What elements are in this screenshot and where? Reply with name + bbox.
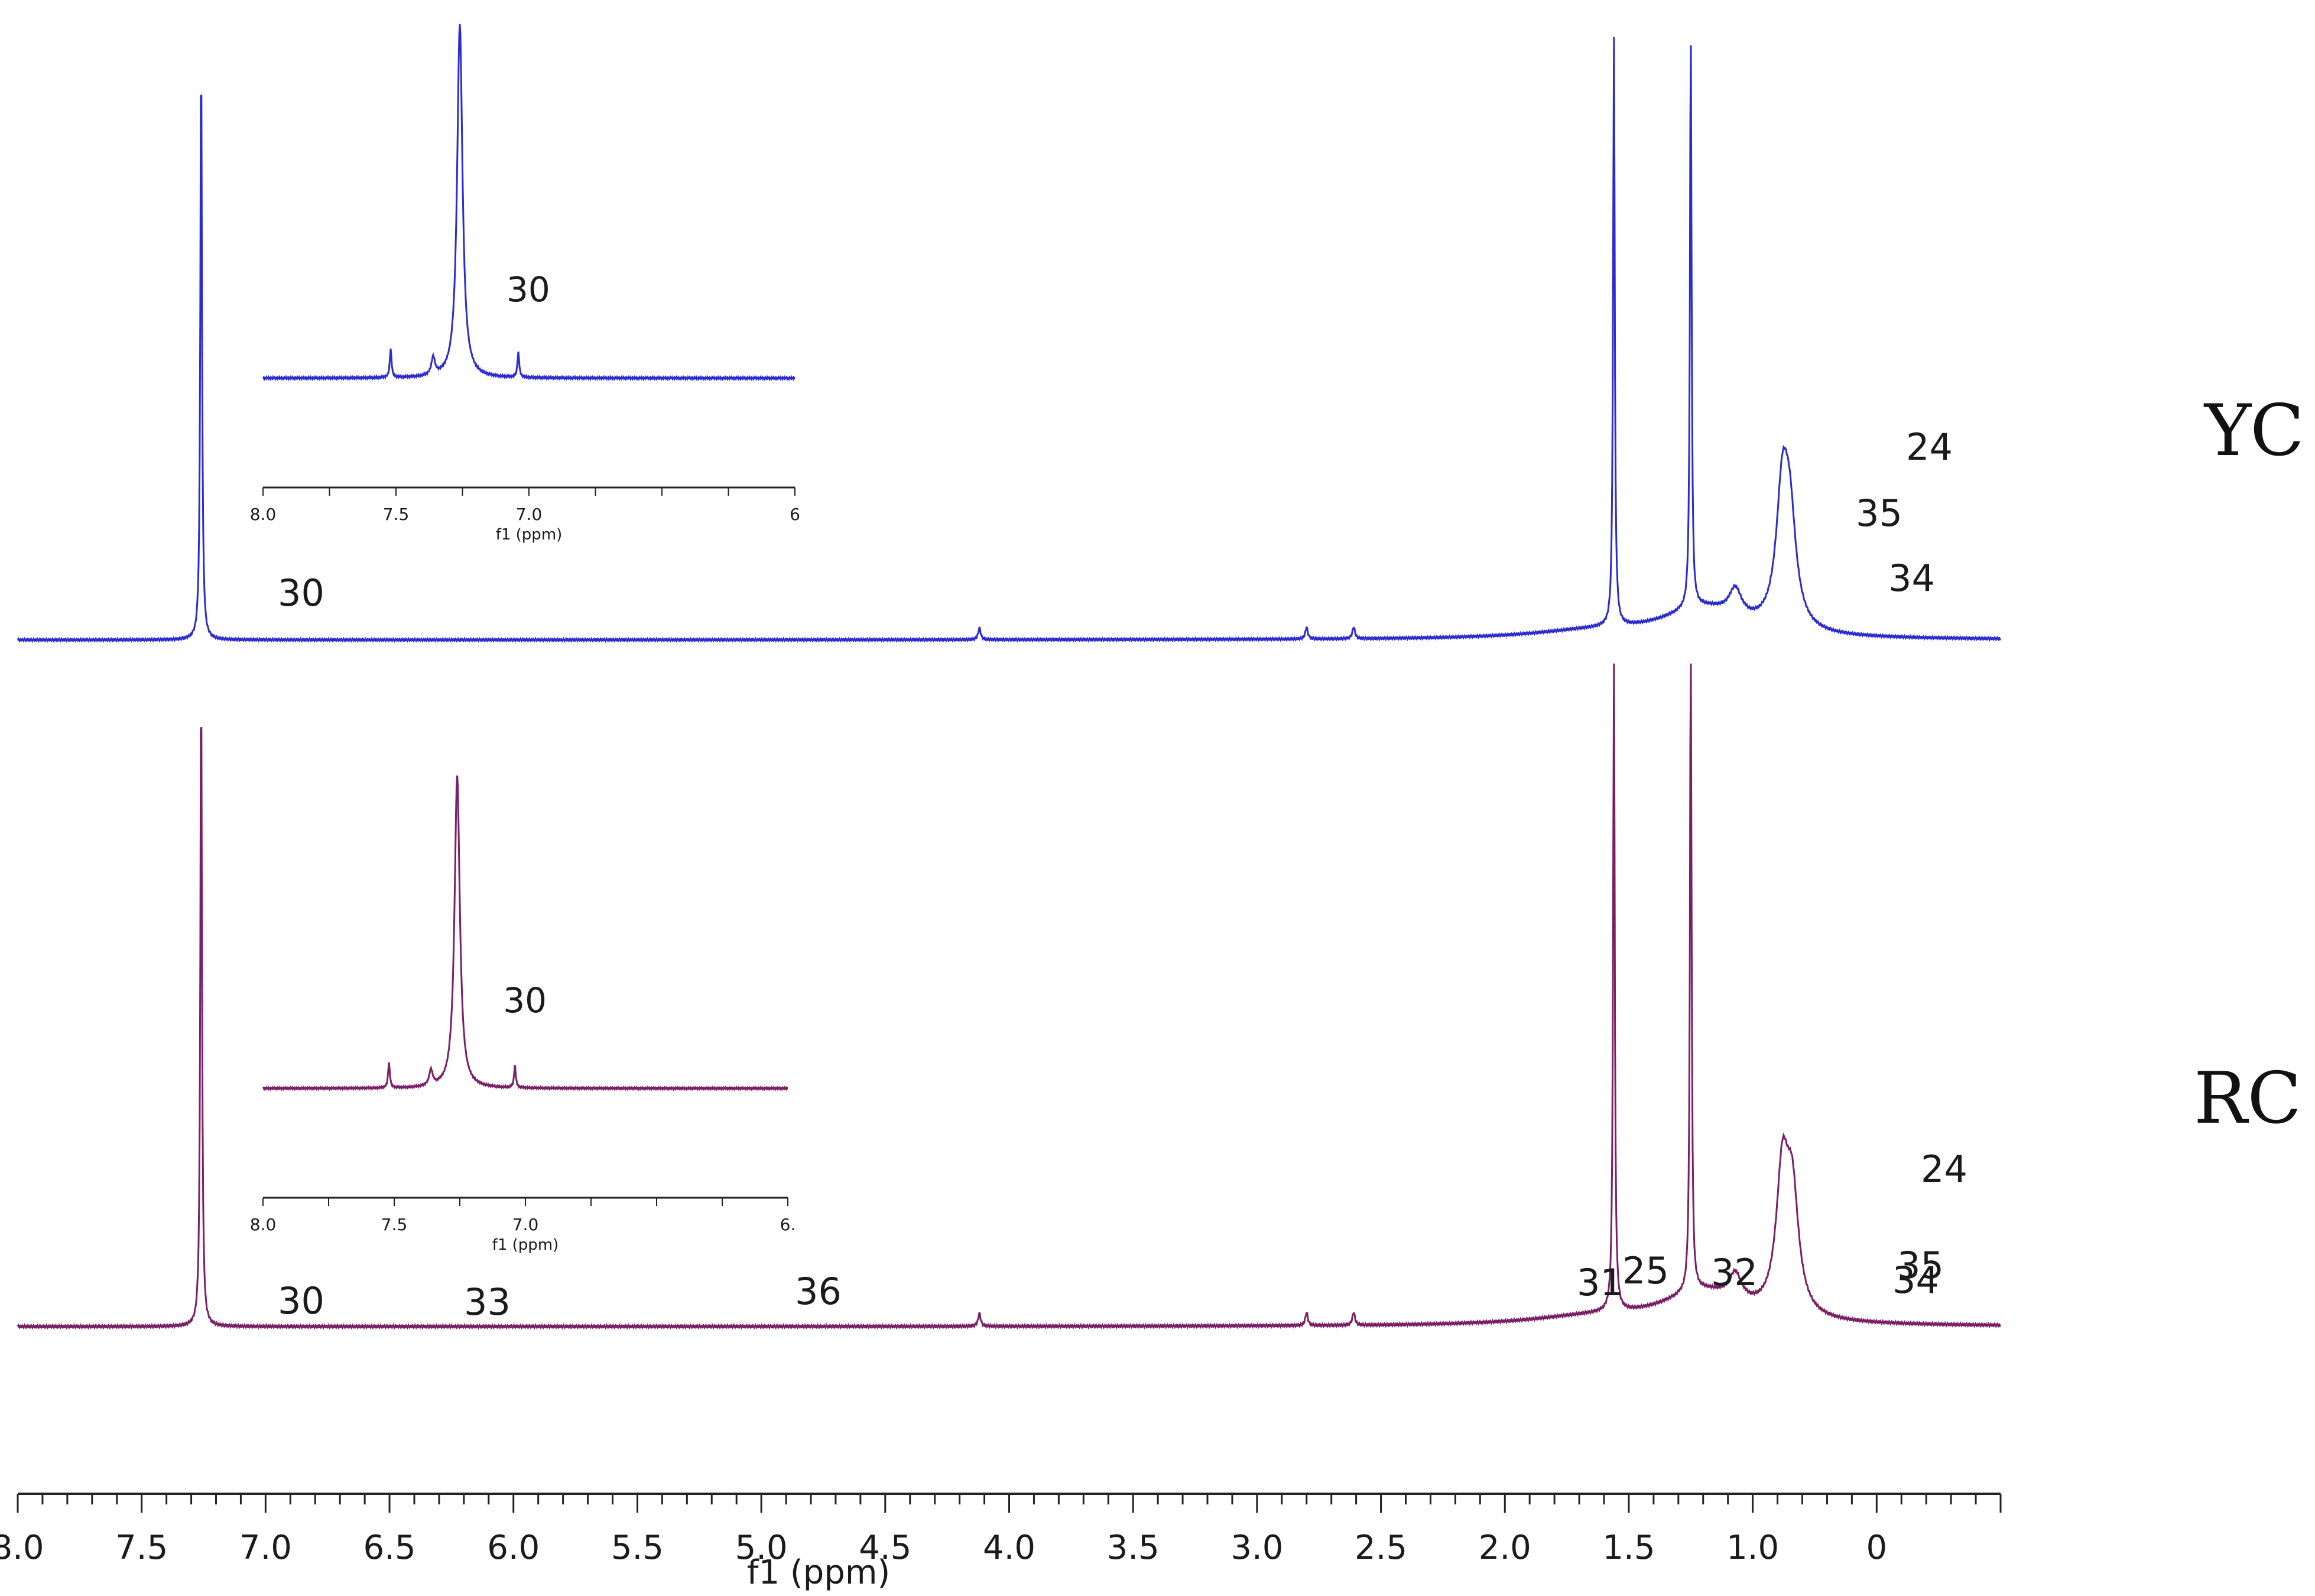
x-tick-label: 4.0	[983, 1529, 1035, 1567]
peak-annotation: 33	[464, 1280, 511, 1324]
x-axis: 8.0 7.5 7.0 6.5 6.0 5.5 5.0 4.5 4.0 3.5 3.0 2.5 2.0 1…	[0, 1493, 2002, 1592]
series-line	[17, 663, 2001, 1330]
peak-annotation: 24	[1921, 1148, 1967, 1191]
inset-tick-label: 8.0	[250, 1215, 277, 1234]
peak-annotation: 30	[278, 571, 324, 615]
inset-series-line	[262, 775, 788, 1091]
inset-yc: 8.0 7.5 7.0 6 f1 (ppm) 30	[250, 24, 800, 544]
x-tick-label: 1.5	[1602, 1529, 1655, 1567]
x-tick-label: 5.5	[611, 1529, 664, 1567]
inset-annotation: 30	[506, 269, 550, 310]
x-tick-label: 0	[1866, 1529, 1887, 1567]
inset-rc: 8.0 7.5 7.0 6. f1 (ppm) 30	[250, 775, 796, 1254]
x-tick-label: 7.0	[239, 1529, 292, 1567]
inset-tick-label: 7.0	[516, 505, 543, 524]
inset-tick-label: 7.0	[512, 1215, 539, 1234]
inset-tick-label: 7.5	[381, 1215, 408, 1234]
x-tick-label: 7.5	[115, 1529, 168, 1567]
inset-tick-label: 6.	[780, 1215, 796, 1234]
x-tick-label: 3.0	[1230, 1529, 1283, 1567]
peak-annotation: 25	[1622, 1249, 1669, 1292]
peak-annotation: 34	[1892, 1259, 1939, 1302]
sample-label-yc: YC	[2203, 390, 2304, 472]
spectrum-yc: 30 35 34 24	[17, 37, 2001, 643]
x-tick-label: 8.0	[0, 1529, 44, 1567]
x-tick-label: 2.5	[1355, 1529, 1407, 1567]
x-tick-label: 3.5	[1107, 1529, 1160, 1567]
inset-axis-title: f1 (ppm)	[496, 526, 563, 544]
inset-tick-label: 6	[790, 505, 800, 524]
x-tick-label: 6.0	[487, 1529, 540, 1567]
sample-label-rc: RC	[2194, 1058, 2301, 1140]
x-tick-label: 2.0	[1479, 1529, 1531, 1567]
peak-annotation: 30	[278, 1279, 324, 1322]
peak-annotation: 35	[1897, 1244, 1944, 1287]
x-tick-label: 5.0	[735, 1529, 788, 1567]
x-tick-label: 4.5	[859, 1529, 911, 1567]
peak-annotation: 36	[795, 1270, 842, 1313]
peak-annotation: 24	[1906, 425, 1953, 469]
peak-annotation: 32	[1711, 1251, 1758, 1294]
x-tick-label: 6.5	[363, 1529, 416, 1567]
peak-annotation: 34	[1888, 557, 1935, 600]
peak-annotation: 35	[1856, 492, 1902, 535]
inset-tick-label: 8.0	[250, 505, 277, 524]
inset-series-line	[262, 24, 796, 382]
inset-axis-title: f1 (ppm)	[492, 1236, 559, 1254]
x-axis-title: f1 (ppm)	[747, 1553, 890, 1592]
inset-annotation: 30	[503, 980, 547, 1020]
series-line	[17, 37, 2001, 643]
x-tick-label: 1.0	[1726, 1529, 1779, 1567]
peak-annotation: 31	[1577, 1261, 1624, 1304]
inset-tick-label: 7.5	[383, 505, 410, 524]
